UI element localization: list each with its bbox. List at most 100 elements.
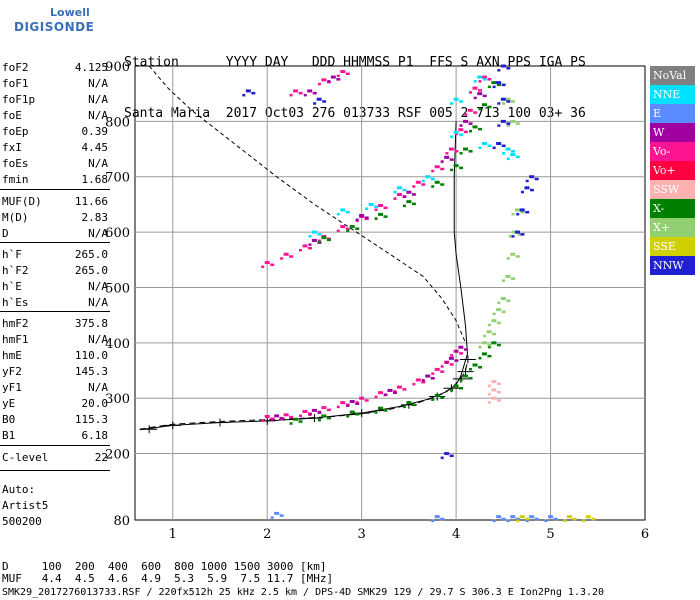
param-value: 11.66 <box>74 195 108 208</box>
logo-lowell-text: Lowell <box>50 6 90 19</box>
echo-point <box>449 363 454 366</box>
footer-distance-row: D 100 200 400 600 800 1000 1500 3000 [km… <box>2 560 327 573</box>
echo-point <box>349 400 355 404</box>
param-label: yF2 <box>2 365 22 378</box>
echo-point <box>326 416 331 420</box>
echo-point <box>511 100 516 103</box>
echo-point <box>346 415 350 418</box>
echo-point <box>516 519 520 523</box>
param-value: 1.68 <box>81 173 109 186</box>
param-label: B1 <box>2 429 16 442</box>
echo-point <box>520 233 525 236</box>
echo-point <box>459 100 464 103</box>
param-label: h`Es <box>2 296 29 309</box>
echo-point <box>510 515 516 519</box>
echo-point <box>497 124 501 127</box>
echo-point <box>393 391 397 394</box>
echo-point <box>511 150 516 153</box>
legend-item: SSW <box>650 180 695 199</box>
param-row: fmin 1.68 <box>2 172 108 188</box>
echo-point <box>481 142 487 146</box>
echo-point <box>289 255 294 258</box>
echo-point <box>481 103 487 107</box>
echo-point <box>440 160 444 163</box>
echo-point <box>501 517 506 521</box>
echo-point <box>496 83 501 87</box>
echo-point <box>487 354 492 358</box>
echo-point <box>270 418 274 422</box>
echo-point <box>349 410 355 414</box>
echo-point <box>491 380 497 384</box>
echo-point <box>421 380 426 384</box>
param-value: N/A <box>88 93 108 106</box>
echo-point <box>450 354 454 357</box>
echo-point <box>478 146 482 150</box>
echo-point <box>505 97 511 101</box>
echo-point <box>368 202 374 206</box>
header-row-values: Santa Maria 2017 Oct03 276 013733 RSF 00… <box>124 106 586 121</box>
param-value: 20.0 <box>81 397 109 410</box>
param-row: B0 115.3 <box>2 412 108 428</box>
y-tick-label: 800 <box>105 115 130 130</box>
echo-point <box>496 390 501 394</box>
echo-point <box>374 217 378 220</box>
echo-point <box>544 519 548 523</box>
echo-point <box>468 150 473 153</box>
param-value: N/A <box>88 77 108 90</box>
echo-point <box>491 81 497 85</box>
echo-point <box>336 212 340 216</box>
echo-point <box>481 352 487 356</box>
echo-point <box>383 409 388 412</box>
echo-point <box>298 91 303 95</box>
echo-point <box>261 265 265 269</box>
echo-point <box>520 190 524 194</box>
echo-point <box>299 248 302 252</box>
echo-point <box>469 129 472 133</box>
echo-point <box>506 124 510 127</box>
echo-point <box>516 212 520 216</box>
echo-point <box>582 519 586 523</box>
echo-point <box>326 408 331 412</box>
virtual-height-trace <box>139 121 468 431</box>
echo-point <box>321 414 327 418</box>
echo-point <box>459 387 464 390</box>
echo-point <box>411 403 416 407</box>
echo-point <box>450 389 454 392</box>
param-value: 115.3 <box>74 413 108 426</box>
echo-point <box>383 215 388 218</box>
echo-point <box>313 102 317 105</box>
echo-point <box>512 230 518 234</box>
echo-point <box>510 153 516 157</box>
echo-point <box>402 188 407 192</box>
echo-point <box>487 323 491 327</box>
param-separator <box>0 445 110 446</box>
param-row: foF1 N/A <box>2 76 108 92</box>
echo-point <box>506 157 510 161</box>
echo-point <box>478 345 482 349</box>
legend-item: W <box>650 123 695 142</box>
echo-point <box>463 119 469 123</box>
param-value: 265.0 <box>74 264 108 277</box>
echo-point <box>421 379 425 382</box>
muf-curve <box>148 65 467 344</box>
echo-point <box>519 515 525 519</box>
echo-point <box>459 124 463 127</box>
echo-point <box>478 89 482 92</box>
param-label: B0 <box>2 413 16 426</box>
echo-point <box>478 365 482 369</box>
echo-point <box>264 261 270 265</box>
echo-point <box>448 147 454 151</box>
param-value: 2.83 <box>81 211 109 224</box>
echo-point <box>345 227 350 231</box>
echo-point <box>431 372 435 375</box>
echo-point <box>525 519 529 523</box>
echo-point <box>274 511 280 515</box>
param-row: h`F2 265.0 <box>2 263 108 279</box>
echo-point <box>449 454 454 458</box>
echo-point <box>463 147 469 151</box>
echo-point <box>491 388 497 392</box>
echo-point <box>245 89 251 93</box>
echo-point <box>434 393 440 397</box>
param-label: hmF1 <box>2 333 29 346</box>
echo-point <box>264 414 270 418</box>
